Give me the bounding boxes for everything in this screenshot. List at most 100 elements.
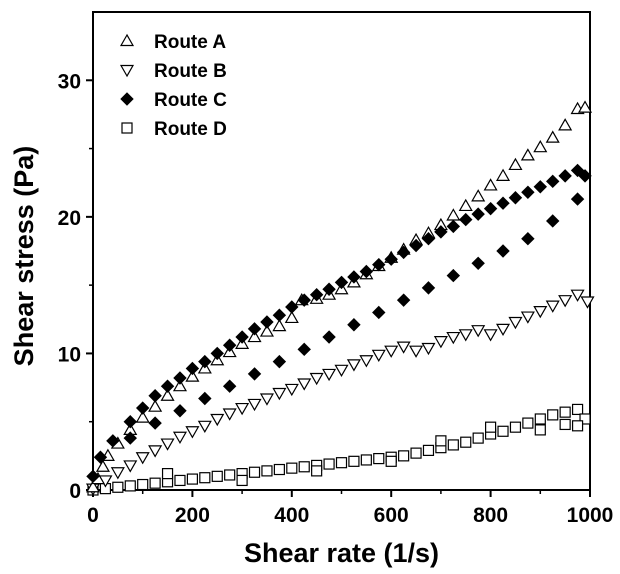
route-a-point	[148, 399, 163, 412]
route-c-point	[185, 361, 200, 376]
plot-frame	[92, 11, 591, 491]
route-c-point	[521, 185, 535, 199]
route-b-point	[123, 460, 138, 473]
route-b-point	[309, 372, 324, 386]
route-b-point	[533, 305, 548, 319]
route-c-legend-label: Route C	[154, 90, 227, 111]
route-b-point	[421, 342, 436, 356]
x-tick-label: 800	[473, 504, 508, 527]
route-c-point	[496, 196, 510, 210]
route-c-point	[347, 318, 361, 332]
route-c-point	[235, 330, 249, 344]
route-d-point	[286, 462, 298, 474]
y-axis-title: Shear stress (Pa)	[9, 146, 39, 367]
route-c-point	[384, 252, 398, 266]
x-tick-label: 400	[274, 504, 309, 527]
route-d-point	[298, 461, 310, 473]
route-c-point	[372, 257, 386, 272]
route-b-point	[210, 413, 225, 427]
route-d-point	[522, 417, 534, 429]
route-b-point	[148, 445, 163, 458]
route-d-point	[460, 436, 472, 448]
route-d-legend-marker	[121, 122, 133, 134]
route-b-legend-marker	[119, 64, 135, 78]
route-b-point	[580, 296, 595, 309]
route-a-point	[533, 139, 548, 153]
route-b-point	[371, 349, 386, 363]
route-c-point	[578, 169, 592, 183]
route-a-point	[284, 310, 299, 324]
route-b-point	[346, 359, 361, 372]
route-d-point	[348, 455, 360, 467]
route-c-point	[546, 174, 560, 189]
route-b-legend-label: Route B	[154, 61, 227, 82]
route-c-point	[93, 450, 108, 464]
route-c-point	[173, 404, 187, 418]
route-b-point	[396, 341, 411, 354]
route-a-point	[458, 198, 473, 212]
route-c-point	[272, 354, 287, 369]
route-b-point	[247, 398, 262, 412]
route-d-point	[410, 447, 422, 459]
route-d-point	[571, 403, 584, 416]
x-tick-label: 600	[374, 504, 409, 527]
route-d-point	[447, 439, 459, 451]
route-d-point	[112, 481, 124, 493]
x-tick-label: 0	[87, 504, 99, 527]
route-b-point	[197, 420, 212, 434]
route-a-point	[483, 178, 498, 191]
route-a-point	[247, 329, 262, 343]
route-b-point	[110, 467, 125, 480]
route-c-point	[173, 371, 187, 385]
route-c-point	[347, 270, 361, 284]
route-c-point	[396, 245, 411, 260]
route-a-point	[85, 480, 101, 493]
route-c-point	[322, 330, 336, 344]
route-d-point	[534, 424, 546, 436]
route-c-point	[558, 169, 572, 183]
route-c-point	[198, 354, 212, 369]
route-b-point	[222, 408, 237, 421]
route-d-point	[124, 480, 136, 492]
route-b-point	[160, 438, 175, 451]
route-c-point	[297, 293, 311, 307]
route-c-point	[297, 342, 311, 357]
route-c-point	[322, 282, 336, 296]
route-b-point	[495, 323, 511, 337]
route-b-point	[235, 402, 250, 416]
route-d-point	[360, 454, 372, 466]
route-b-point	[135, 452, 150, 465]
route-c-point	[222, 379, 237, 393]
route-a-point	[259, 324, 274, 337]
route-a-point	[545, 130, 560, 143]
route-c-point	[409, 238, 423, 253]
route-c-point	[247, 367, 262, 381]
y-tick-label: 10	[58, 343, 81, 366]
route-d-point	[248, 466, 261, 478]
route-c-point	[421, 232, 436, 246]
route-d-point	[485, 421, 497, 433]
route-c-point	[247, 322, 262, 336]
route-d-point	[435, 435, 447, 447]
route-a-point	[577, 100, 593, 113]
route-c-point	[471, 207, 485, 221]
route-d-point	[236, 474, 248, 487]
route-c-point	[570, 163, 585, 178]
route-a-point	[95, 459, 110, 472]
route-c-point	[123, 415, 137, 429]
route-a-point	[160, 388, 175, 401]
route-b-point	[483, 329, 498, 342]
route-d-point	[186, 473, 198, 485]
route-b-point	[471, 325, 486, 338]
route-a-point	[520, 148, 535, 161]
route-d-point	[261, 465, 273, 477]
y-tick-label: 20	[58, 207, 81, 230]
route-c-legend-marker	[120, 92, 134, 106]
route-b-point	[508, 316, 523, 330]
route-b-point	[458, 329, 473, 342]
route-d-point	[579, 413, 591, 425]
y-tick-label: 30	[58, 70, 81, 93]
route-c-point	[148, 416, 162, 430]
route-b-point	[185, 426, 200, 439]
